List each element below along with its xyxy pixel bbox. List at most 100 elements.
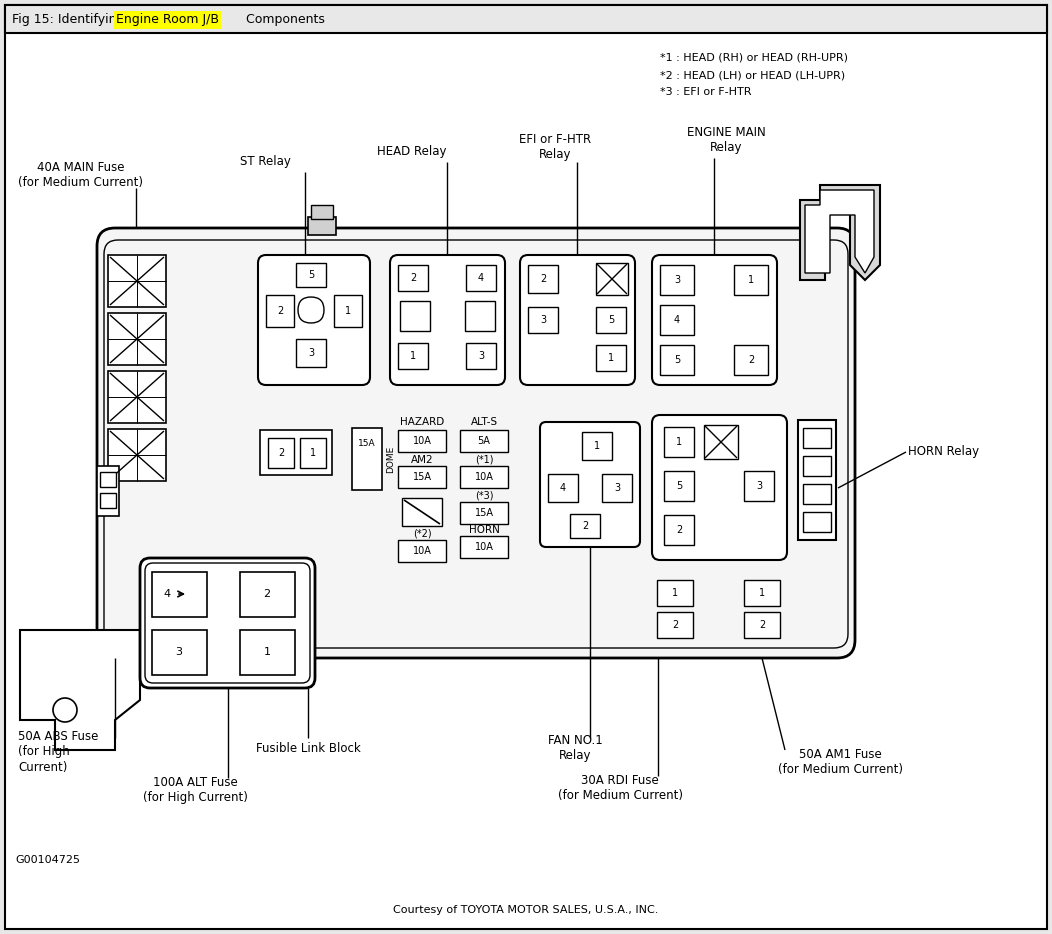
- FancyBboxPatch shape: [540, 422, 640, 547]
- Text: 2: 2: [582, 521, 588, 531]
- Bar: [465, 301, 495, 331]
- Bar: [260, 430, 332, 475]
- Text: Courtesy of TOYOTA MOTOR SALES, U.S.A., INC.: Courtesy of TOYOTA MOTOR SALES, U.S.A., …: [393, 905, 659, 915]
- Bar: [664, 471, 694, 501]
- Text: *3 : EFI or F-HTR: *3 : EFI or F-HTR: [660, 87, 751, 97]
- Text: 5: 5: [674, 355, 681, 365]
- Text: 2: 2: [748, 355, 754, 365]
- Bar: [803, 484, 831, 504]
- Bar: [398, 265, 428, 291]
- Text: *2 : HEAD (LH) or HEAD (LH-UPR): *2 : HEAD (LH) or HEAD (LH-UPR): [660, 70, 845, 80]
- Text: 2: 2: [410, 273, 417, 283]
- Bar: [108, 371, 166, 423]
- Polygon shape: [20, 630, 140, 750]
- Bar: [660, 305, 694, 335]
- Text: HORN: HORN: [468, 525, 500, 535]
- Text: 30A RDI Fuse
(for Medium Current): 30A RDI Fuse (for Medium Current): [558, 774, 683, 802]
- Bar: [97, 466, 119, 516]
- FancyBboxPatch shape: [298, 297, 324, 323]
- Bar: [460, 466, 508, 488]
- Bar: [744, 612, 780, 638]
- Text: 3: 3: [614, 483, 620, 493]
- Bar: [240, 572, 295, 617]
- Bar: [151, 572, 207, 617]
- Polygon shape: [800, 185, 881, 280]
- Text: 10A: 10A: [412, 436, 431, 446]
- Bar: [100, 493, 116, 508]
- Bar: [803, 428, 831, 448]
- Bar: [151, 630, 207, 675]
- Text: 5A: 5A: [478, 436, 490, 446]
- Bar: [734, 265, 768, 295]
- Bar: [311, 205, 333, 219]
- Text: Fig 15: Identifying: Fig 15: Identifying: [12, 13, 128, 26]
- Bar: [803, 456, 831, 476]
- Bar: [5, 5, 1047, 33]
- Bar: [398, 430, 446, 452]
- Bar: [266, 295, 294, 327]
- Text: FAN NO.1
Relay: FAN NO.1 Relay: [548, 734, 603, 762]
- Text: HAZARD: HAZARD: [400, 417, 444, 427]
- Text: 2: 2: [675, 525, 682, 535]
- Bar: [744, 580, 780, 606]
- Bar: [466, 265, 495, 291]
- Bar: [296, 339, 326, 367]
- Bar: [398, 343, 428, 369]
- Text: 5: 5: [608, 315, 614, 325]
- Bar: [398, 466, 446, 488]
- Bar: [108, 255, 166, 307]
- Bar: [660, 345, 694, 375]
- Text: 1: 1: [263, 647, 270, 657]
- Text: ST Relay: ST Relay: [240, 155, 290, 168]
- Text: *1 : HEAD (RH) or HEAD (RH-UPR): *1 : HEAD (RH) or HEAD (RH-UPR): [660, 53, 848, 63]
- Text: DOME: DOME: [386, 446, 394, 473]
- Text: 15A: 15A: [358, 440, 376, 448]
- Text: ENGINE MAIN
Relay: ENGINE MAIN Relay: [687, 126, 766, 154]
- Text: 10A: 10A: [474, 472, 493, 482]
- Text: 1: 1: [748, 275, 754, 285]
- Bar: [744, 471, 774, 501]
- Polygon shape: [805, 190, 874, 273]
- Bar: [308, 217, 336, 235]
- Bar: [460, 430, 508, 452]
- Text: 4: 4: [674, 315, 680, 325]
- Text: HEAD Relay: HEAD Relay: [378, 146, 447, 159]
- Text: 2: 2: [758, 620, 765, 630]
- Bar: [658, 580, 693, 606]
- Bar: [398, 540, 446, 562]
- Text: 3: 3: [478, 351, 484, 361]
- Text: 1: 1: [345, 306, 351, 316]
- Text: Engine Room J/B: Engine Room J/B: [116, 13, 219, 26]
- Bar: [352, 428, 382, 490]
- Bar: [658, 612, 693, 638]
- Text: 50A ABS Fuse
(for High
Current): 50A ABS Fuse (for High Current): [18, 730, 99, 773]
- FancyBboxPatch shape: [390, 255, 505, 385]
- Text: 1: 1: [594, 441, 600, 451]
- Bar: [100, 472, 116, 487]
- Text: 3: 3: [540, 315, 546, 325]
- Text: 1: 1: [676, 437, 682, 447]
- Bar: [704, 425, 739, 459]
- Bar: [333, 295, 362, 327]
- FancyBboxPatch shape: [652, 255, 777, 385]
- Text: 3: 3: [308, 348, 315, 358]
- Text: EFI or F-HTR
Relay: EFI or F-HTR Relay: [519, 133, 591, 161]
- Bar: [402, 498, 442, 526]
- Text: 4: 4: [478, 273, 484, 283]
- Text: 100A ALT Fuse
(for High Current): 100A ALT Fuse (for High Current): [143, 776, 247, 804]
- Text: ALT-S: ALT-S: [470, 417, 498, 427]
- Bar: [664, 515, 694, 545]
- Bar: [400, 301, 430, 331]
- Bar: [108, 313, 166, 365]
- FancyBboxPatch shape: [258, 255, 370, 385]
- Text: 1: 1: [310, 448, 316, 458]
- Text: 1: 1: [608, 353, 614, 363]
- Text: 50A AM1 Fuse
(for Medium Current): 50A AM1 Fuse (for Medium Current): [777, 748, 903, 776]
- FancyBboxPatch shape: [97, 228, 855, 658]
- Text: 2: 2: [278, 448, 284, 458]
- Text: G00104725: G00104725: [15, 855, 80, 865]
- Bar: [296, 263, 326, 287]
- Bar: [466, 343, 495, 369]
- Bar: [300, 438, 326, 468]
- Bar: [582, 432, 612, 460]
